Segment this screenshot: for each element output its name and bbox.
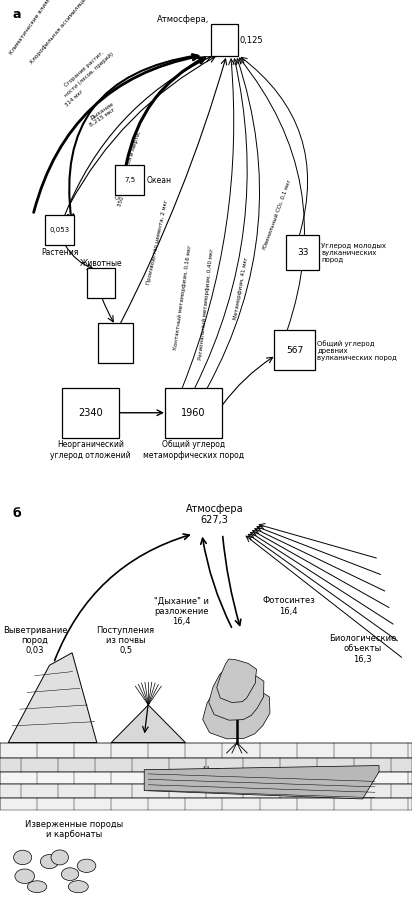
FancyBboxPatch shape <box>62 387 119 438</box>
Ellipse shape <box>68 879 89 894</box>
Ellipse shape <box>14 869 35 883</box>
Text: 2340: 2340 <box>78 408 103 418</box>
FancyBboxPatch shape <box>87 268 115 297</box>
Text: ности (лесов, прерий): ности (лесов, прерий) <box>64 50 115 97</box>
Ellipse shape <box>40 855 59 868</box>
FancyBboxPatch shape <box>211 24 238 56</box>
Text: 8,215 мкг: 8,215 мкг <box>89 106 116 128</box>
Text: 0,125: 0,125 <box>240 36 264 45</box>
Text: 7,5: 7,5 <box>124 177 136 183</box>
Text: Региональный метаморфизм, 0,40 мкг: Региональный метаморфизм, 0,40 мкг <box>198 248 215 360</box>
Text: Новые пласты
ископаемого топлива: Новые пласты ископаемого топлива <box>187 766 283 785</box>
Text: 314 мкг: 314 мкг <box>64 89 84 107</box>
Text: Выветривание
пород
0,03: Выветривание пород 0,03 <box>3 626 67 655</box>
FancyBboxPatch shape <box>45 215 74 245</box>
Text: Ювенильный CO₂, 0,1 мкг: Ювенильный CO₂, 0,1 мкг <box>262 178 292 250</box>
Text: Атмосфера
627,3: Атмосфера 627,3 <box>185 504 243 525</box>
Polygon shape <box>209 669 264 721</box>
Polygon shape <box>203 684 270 739</box>
Text: Фотосинтез
16,4: Фотосинтез 16,4 <box>262 597 315 616</box>
Ellipse shape <box>27 880 47 893</box>
Polygon shape <box>217 659 257 702</box>
Text: Растения: Растения <box>41 248 78 257</box>
Text: Поступления
из почвы
0,5: Поступления из почвы 0,5 <box>96 626 155 655</box>
Text: Неорганический
углерод отложений: Неорганический углерод отложений <box>50 441 131 460</box>
FancyBboxPatch shape <box>286 235 319 270</box>
Polygon shape <box>111 705 185 743</box>
Ellipse shape <box>76 859 97 873</box>
FancyBboxPatch shape <box>98 323 133 363</box>
Text: 567: 567 <box>286 346 303 354</box>
Text: Животные: Животные <box>80 259 122 268</box>
Text: Метаморфизм, 41 мкг: Метаморфизм, 41 мкг <box>233 257 249 320</box>
Polygon shape <box>144 766 379 799</box>
Text: а: а <box>12 7 21 20</box>
Text: 350 мкг: 350 мкг <box>117 185 129 207</box>
FancyBboxPatch shape <box>115 165 144 196</box>
Text: Общий углерод
метаморфических пород: Общий углерод метаморфических пород <box>143 441 244 460</box>
FancyBboxPatch shape <box>165 387 222 438</box>
Text: Изверженные породы
и карбонаты: Изверженные породы и карбонаты <box>25 820 123 839</box>
Polygon shape <box>0 772 412 784</box>
Polygon shape <box>0 798 412 811</box>
Text: 0,71 мг: 0,71 мг <box>87 280 115 285</box>
FancyBboxPatch shape <box>274 330 315 370</box>
Text: Дыхание: Дыхание <box>89 100 115 120</box>
Text: Контактный метаморфизм, 0,16 мкг: Контактный метаморфизм, 0,16 мкг <box>173 244 193 350</box>
Polygon shape <box>0 758 412 772</box>
Text: Биологические
объекты
16,3: Биологические объекты 16,3 <box>329 634 396 664</box>
Text: Климатические влияния, 7,5 мкг: Климатические влияния, 7,5 мкг <box>8 0 71 55</box>
Text: 33: 33 <box>297 248 309 257</box>
Text: б: б <box>12 507 21 520</box>
Text: "Дыхание" и
разложение
16,4: "Дыхание" и разложение 16,4 <box>154 597 209 626</box>
Polygon shape <box>0 784 412 798</box>
Text: Производство цемента, 2 мкг: Производство цемента, 2 мкг <box>146 199 169 285</box>
Text: Сгорание растит.: Сгорание растит. <box>64 50 105 87</box>
Text: Хлорофильная ассимиляция, 8,53 мкг: Хлорофильная ассимиляция, 8,53 мкг <box>29 0 108 65</box>
Polygon shape <box>8 653 97 743</box>
Text: 1960: 1960 <box>181 408 206 418</box>
Ellipse shape <box>12 851 33 864</box>
Text: Сжигание угля и нефти,: Сжигание угля и нефти, <box>115 130 142 200</box>
Text: 0,053: 0,053 <box>50 227 70 233</box>
Text: Общий углерод
древних
вулканических пород: Общий углерод древних вулканических поро… <box>317 340 397 361</box>
Polygon shape <box>0 743 412 758</box>
Text: Углерод молодых
вулканических
пород: Углерод молодых вулканических пород <box>321 242 386 263</box>
Ellipse shape <box>49 851 70 865</box>
Ellipse shape <box>60 868 80 880</box>
Text: Океан: Океан <box>146 175 171 185</box>
Text: Атмосфера,: Атмосфера, <box>157 15 209 24</box>
